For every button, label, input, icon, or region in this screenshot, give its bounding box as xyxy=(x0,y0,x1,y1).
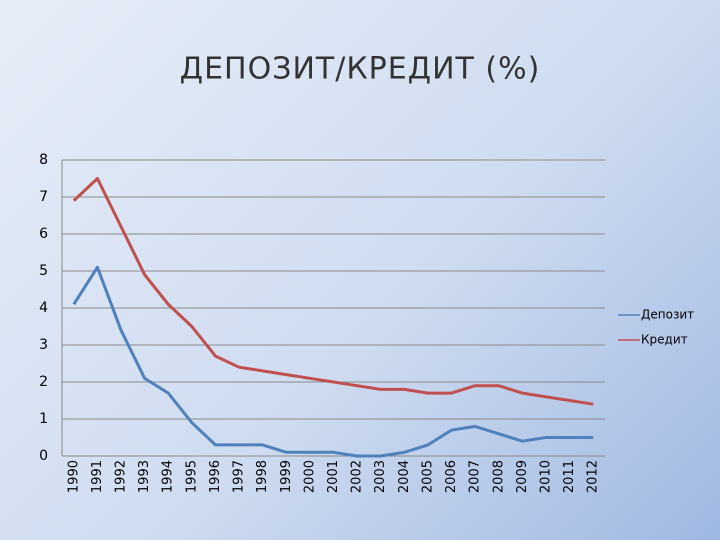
x-tick-label: 2012 xyxy=(586,460,601,493)
x-tick-label: 1994 xyxy=(161,460,176,493)
x-tick-label: 2008 xyxy=(491,460,506,493)
x-tick-label: 1999 xyxy=(279,460,294,493)
x-tick-label: 1992 xyxy=(114,460,129,493)
y-tick-label: 4 xyxy=(39,300,48,316)
x-tick-label: 1995 xyxy=(184,460,199,493)
series-line xyxy=(72,265,594,458)
x-tick-label: 1998 xyxy=(255,460,270,493)
x-tick-label: 2000 xyxy=(302,460,317,493)
legend-label: Кредит xyxy=(641,333,688,347)
y-tick-label: 0 xyxy=(39,448,48,464)
x-tick-label: 2009 xyxy=(515,460,530,493)
y-tick-label: 7 xyxy=(39,189,48,205)
x-tick-label: 1993 xyxy=(137,460,152,493)
y-tick-label: 5 xyxy=(39,263,48,279)
x-tick-label: 2010 xyxy=(538,460,553,493)
y-tick-label: 3 xyxy=(39,337,48,353)
x-tick-label: 2003 xyxy=(373,460,388,493)
x-tick-label: 2006 xyxy=(444,460,459,493)
x-tick-label: 2002 xyxy=(350,460,365,493)
x-tick-label: 1990 xyxy=(66,460,81,493)
x-tick-label: 1997 xyxy=(232,460,247,493)
x-tick-label: 2007 xyxy=(468,460,483,493)
x-tick-label: 1991 xyxy=(90,460,105,493)
x-tick-label: 2011 xyxy=(562,460,577,493)
series-line xyxy=(72,177,594,406)
x-tick-label: 1996 xyxy=(208,460,223,493)
y-tick-label: 6 xyxy=(39,226,48,242)
y-tick-label: 1 xyxy=(39,411,48,427)
x-tick-label: 2004 xyxy=(397,460,412,493)
y-tick-label: 2 xyxy=(39,374,48,390)
legend-label: Депозит xyxy=(641,308,694,322)
chart-title: ДЕПОЗИТ/КРЕДИТ (%) xyxy=(180,52,541,87)
x-tick-label: 2005 xyxy=(420,460,435,493)
y-tick-label: 8 xyxy=(39,152,48,168)
x-tick-label: 2001 xyxy=(326,460,341,493)
